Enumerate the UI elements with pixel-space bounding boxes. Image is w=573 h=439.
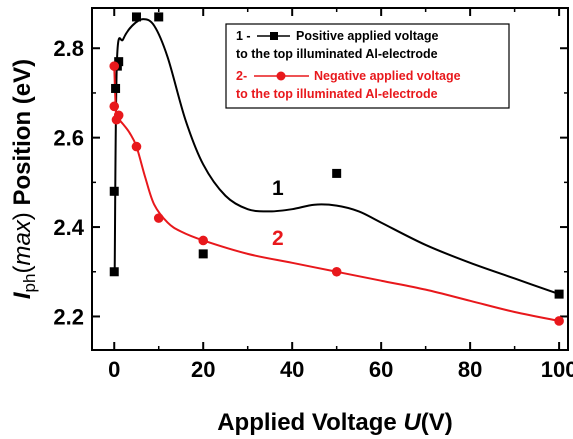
data-point-series-1	[198, 249, 208, 259]
curve-label-series-1: 1	[272, 177, 284, 200]
x-tick-label: 60	[369, 357, 393, 382]
plot-area-frame	[91, 7, 569, 351]
x-tick-label: 80	[458, 357, 482, 382]
data-point-series-2	[109, 61, 120, 71]
x-tick-label: 20	[191, 357, 215, 382]
y-axis-title-max: max	[9, 219, 36, 265]
data-markers	[109, 12, 564, 326]
x-axis-title: Applied Voltage U(V)	[217, 409, 453, 436]
data-point-series-2	[131, 141, 142, 152]
y-tick-label: 2.8	[53, 36, 84, 61]
legend-entry-1-line2: to the top illuminated Al-electrode	[236, 47, 438, 61]
legend-entry-1-prefix: 1 -	[236, 29, 251, 43]
x-tick-label: 0	[108, 357, 120, 382]
data-point-series-1	[114, 57, 124, 67]
x-axis-title-prefix: Applied Voltage	[217, 409, 403, 436]
y-tick-label: 2.2	[53, 304, 84, 329]
data-point-series-1	[131, 12, 141, 22]
x-tick-label: 100	[541, 357, 573, 382]
data-point-series-2	[331, 266, 342, 277]
data-point-series-2	[198, 235, 209, 246]
x-axis-title-variable: U	[403, 409, 421, 436]
legend-entry-2-line2: to the top illuminated Al-electrode	[236, 87, 438, 101]
data-point-series-1	[109, 267, 119, 277]
data-point-series-2	[153, 213, 164, 223]
data-point-series-1	[332, 168, 342, 178]
y-axis-title-subscript: ph	[20, 274, 39, 293]
legend-entry-1-marker	[270, 32, 278, 40]
data-point-series-1	[154, 12, 164, 22]
data-point-series-2	[109, 101, 120, 112]
y-tick-label: 2.4	[53, 215, 84, 240]
fit-curve-series-1	[113, 18, 560, 296]
x-axis-title-unit: (V)	[421, 409, 453, 436]
curve-label-series-2: 2	[272, 227, 284, 250]
data-point-series-1	[554, 289, 564, 299]
data-point-series-2	[554, 316, 564, 326]
y-axis-title-symbol: I	[9, 291, 36, 299]
legend-entry-2-prefix: 2-	[236, 69, 247, 83]
y-axis-ticks	[92, 47, 568, 318]
y-axis-title-paren-close: )	[9, 212, 36, 220]
data-point-series-1	[109, 186, 119, 196]
legend-entry-2-line1: Negative applied voltage	[314, 69, 461, 83]
x-axis-tick-labels: 0 20 40 60 80 100	[108, 357, 573, 382]
legend-entry-1-line1: Positive applied voltage	[296, 29, 438, 43]
legend: 1 - Positive applied voltage to the top …	[225, 23, 510, 109]
x-axis-ticks	[113, 8, 561, 350]
y-axis-title: Iph(max) Position (eV)	[9, 59, 39, 299]
legend-entry-2-marker	[276, 71, 286, 81]
x-tick-label: 40	[280, 357, 304, 382]
y-axis-title-paren-open: (	[9, 266, 36, 274]
data-point-series-2	[113, 110, 124, 121]
y-axis-tick-labels: 2.2 2.4 2.6 2.8	[53, 36, 84, 329]
y-axis-title-suffix: Position (eV)	[9, 59, 36, 212]
y-tick-label: 2.6	[53, 126, 84, 151]
data-point-series-1	[111, 83, 121, 93]
